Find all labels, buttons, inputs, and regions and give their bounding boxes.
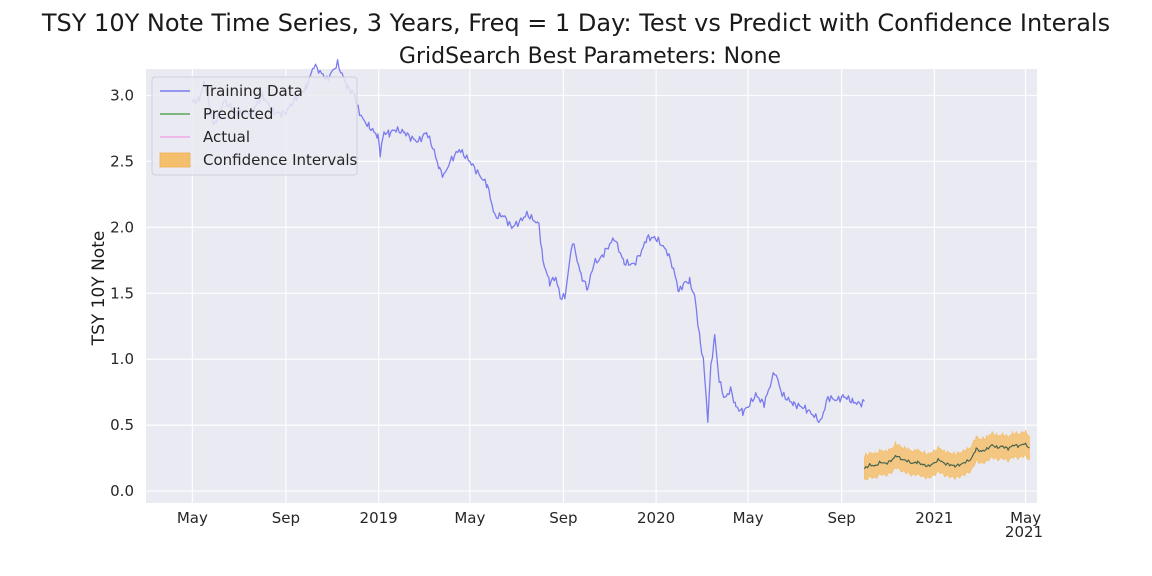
x-tick-label: Sep	[272, 509, 300, 527]
chart-title: TSY 10Y Note Time Series, 3 Years, Freq …	[41, 9, 1110, 37]
x-tick-label: Sep	[827, 509, 855, 527]
x-tick-label: May	[177, 509, 208, 527]
tick-labels: 0.0 0.5 1.0 1.5 2.0 2.5 3.0 May Sep 2019 May Sep 202…	[110, 86, 1041, 527]
legend: Training Data Predicted Actual Confidence I…	[151, 76, 358, 176]
legend-label-confidence-intervals: Confidence Intervals	[203, 151, 358, 169]
x-tick-label: May	[454, 509, 485, 527]
x-tick-label: 2020	[637, 509, 675, 527]
x-tick-label: May	[1010, 509, 1041, 527]
confidence-band	[864, 429, 1030, 481]
series-line-actual	[863, 442, 1030, 470]
y-tick-label: 1.5	[110, 284, 134, 302]
x-tick-label: 2021	[915, 509, 953, 527]
chart-subtitle: GridSearch Best Parameters: None	[399, 44, 781, 69]
y-tick-label: 0.5	[110, 416, 134, 434]
legend-label-predicted: Predicted	[203, 105, 273, 123]
x-tick-label: 2019	[360, 509, 398, 527]
legend-box	[151, 76, 358, 176]
legend-label-actual: Actual	[203, 128, 250, 146]
x-tick-label: May	[733, 509, 764, 527]
y-tick-label: 1.0	[110, 350, 134, 368]
x-offset-label: 2021	[1005, 523, 1043, 541]
y-axis-label: TSY 10Y Note	[89, 231, 109, 347]
legend-label-training-data: Training Data	[202, 82, 303, 100]
y-tick-label: 2.0	[110, 218, 134, 236]
legend-swatch-confidence-intervals	[159, 152, 191, 168]
y-tick-label: 0.0	[110, 482, 134, 500]
confidence-band-layer	[864, 429, 1030, 481]
y-tick-label: 2.5	[110, 152, 134, 170]
y-tick-label: 3.0	[110, 86, 134, 104]
x-tick-label: Sep	[549, 509, 577, 527]
